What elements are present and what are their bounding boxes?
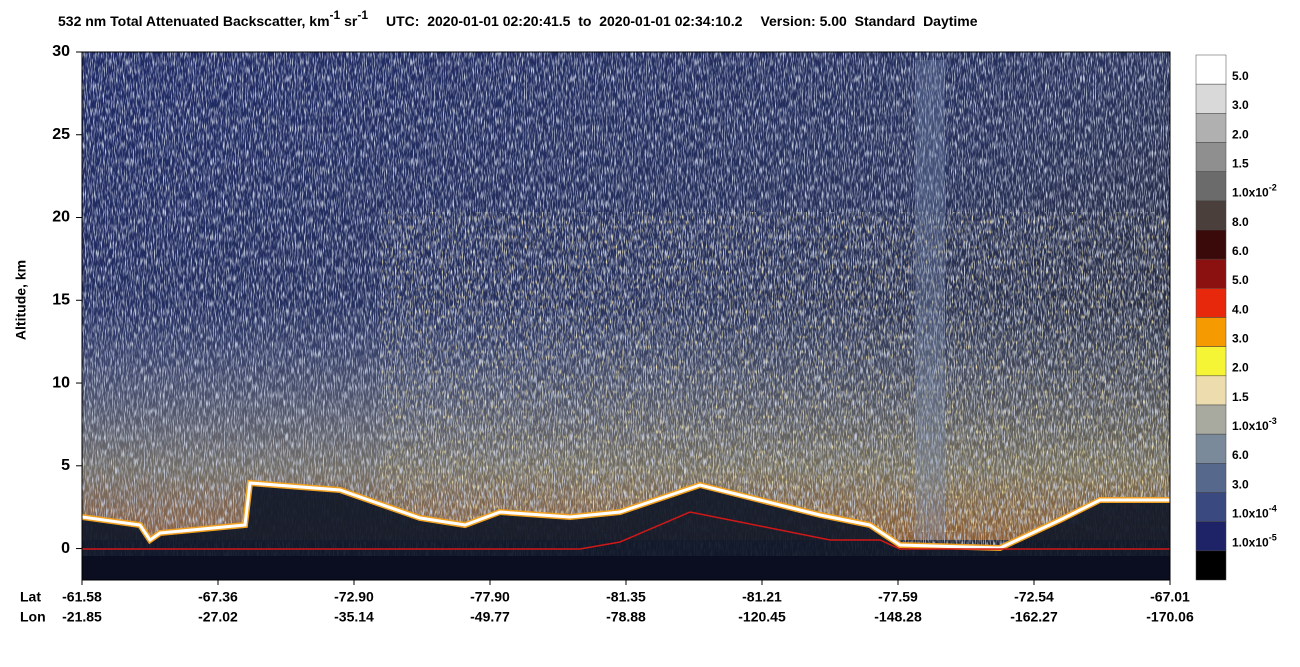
y-tick-label: 25: [52, 126, 70, 143]
y-tick-label: 20: [52, 209, 70, 226]
colorbar-label: 6.0: [1232, 448, 1249, 462]
y-tick-label: 15: [52, 291, 70, 308]
lon-label: -27.02: [198, 609, 238, 625]
colorbar-swatch: [1195, 404, 1227, 435]
colorbar-label: 1.0x10-5: [1232, 533, 1277, 550]
lon-label: -162.27: [1010, 609, 1058, 625]
y-tick-label: 10: [52, 374, 70, 391]
colorbar-label: 1.5: [1232, 157, 1249, 171]
colorbar-label: 8.0: [1232, 215, 1249, 229]
lat-label: -81.21: [742, 589, 782, 605]
colorbar-label-base: 1.0x10: [1232, 186, 1269, 200]
colorbar-swatch: [1195, 550, 1227, 581]
colorbar: 5.03.02.01.51.0x10-28.06.05.04.03.02.01.…: [1195, 54, 1277, 581]
colorbar-label: 1.5: [1232, 390, 1249, 404]
lat-label: -81.35: [606, 589, 646, 605]
colorbar-swatch: [1195, 317, 1227, 347]
lon-label: -49.77: [470, 609, 510, 625]
colorbar-swatch: [1195, 83, 1227, 114]
colorbar-label: 3.0: [1232, 477, 1249, 491]
lon-label: -148.28: [874, 609, 922, 625]
colorbar-label: 3.0: [1232, 98, 1249, 112]
y-tick-label: 30: [52, 43, 70, 60]
lon-label: -170.06: [1146, 609, 1194, 625]
lat-label: -67.36: [198, 589, 238, 605]
colorbar-swatch: [1195, 346, 1227, 377]
colorbar-swatch: [1195, 463, 1227, 493]
lat-label: -67.01: [1150, 589, 1190, 605]
colorbar-label-base: 1.0x10: [1232, 507, 1269, 521]
colorbar-swatch: [1195, 375, 1227, 406]
colorbar-label: 4.0: [1232, 302, 1249, 316]
colorbar-label: 2.0: [1232, 361, 1249, 375]
lon-label: -21.85: [62, 609, 102, 625]
colorbar-label-exp: -3: [1269, 416, 1277, 426]
y-tick-label: 5: [61, 457, 70, 474]
colorbar-label: 1.0x10-3: [1232, 416, 1277, 433]
colorbar-swatch: [1195, 54, 1227, 85]
colorbar-label: 1.0x10-4: [1232, 504, 1277, 521]
lat-label: -61.58: [62, 589, 102, 605]
y-axis-title: Altitude, km: [13, 260, 29, 340]
colorbar-swatch: [1195, 258, 1227, 289]
row-label: Lat: [20, 589, 41, 605]
colorbar-swatch: [1195, 229, 1227, 260]
colorbar-swatch: [1195, 433, 1227, 464]
lat-label: -72.54: [1014, 589, 1054, 605]
colorbar-swatch: [1195, 288, 1227, 318]
chart-title: 532 nm Total Attenuated Backscatter, km-…: [58, 8, 978, 29]
y-tick-label: 0: [61, 540, 70, 557]
colorbar-label: 3.0: [1232, 332, 1249, 346]
lat-label: -77.90: [470, 589, 510, 605]
colorbar-label-base: 1.0x10: [1232, 536, 1269, 550]
colorbar-label-exp: -4: [1269, 504, 1277, 514]
lat-label: -77.59: [878, 589, 918, 605]
colorbar-label: 5.0: [1232, 273, 1249, 287]
lon-label: -120.45: [738, 609, 786, 625]
colorbar-swatch: [1195, 171, 1227, 202]
colorbar-label-base: 1.0x10: [1232, 419, 1269, 433]
colorbar-label: 2.0: [1232, 127, 1249, 141]
colorbar-swatch: [1195, 521, 1227, 552]
row-label: Lon: [20, 609, 46, 625]
colorbar-label: 6.0: [1232, 244, 1249, 258]
colorbar-label: 5.0: [1232, 69, 1249, 83]
colorbar-swatch: [1195, 492, 1227, 522]
colorbar-swatch: [1195, 113, 1227, 143]
backscatter-image: [82, 52, 1170, 580]
colorbar-label: 1.0x10-2: [1232, 183, 1277, 200]
colorbar-swatch: [1195, 200, 1227, 231]
colorbar-label-exp: -5: [1269, 533, 1277, 543]
colorbar-swatch: [1195, 142, 1227, 172]
lon-label: -35.14: [334, 609, 374, 625]
lon-label: -78.88: [606, 609, 646, 625]
lat-label: -72.90: [334, 589, 374, 605]
colorbar-label-exp: -2: [1269, 183, 1277, 193]
